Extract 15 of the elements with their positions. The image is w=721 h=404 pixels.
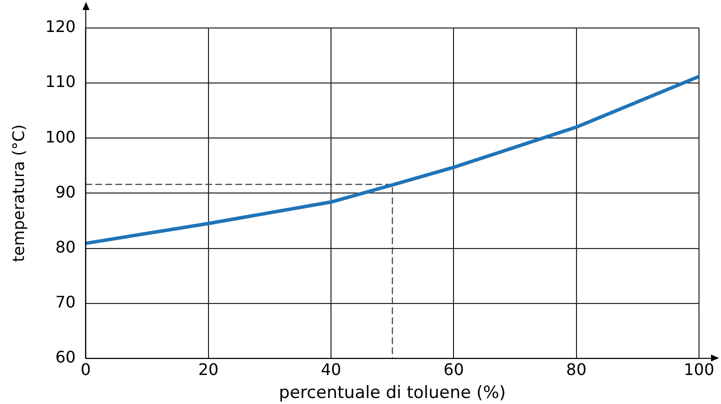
x-tick-label: 100 xyxy=(684,360,714,380)
y-tick-label: 80 xyxy=(55,237,76,256)
x-tick-label: 60 xyxy=(444,360,464,380)
y-axis-title: temperatura (°C) xyxy=(8,124,28,262)
x-axis-title: percentuale di toluene (%) xyxy=(278,383,506,404)
y-tick-label: 100 xyxy=(45,127,76,146)
y-tick-label: 120 xyxy=(45,17,76,36)
y-tick-label: 110 xyxy=(45,72,76,92)
x-tick-label: 40 xyxy=(320,360,342,380)
x-tick-label: 0 xyxy=(80,360,91,380)
y-tick-label: 70 xyxy=(55,292,76,312)
y-tick-label: 90 xyxy=(55,182,76,202)
x-tick-label: 20 xyxy=(198,360,219,380)
x-tick-label: 80 xyxy=(566,360,587,380)
y-tick-label: 60 xyxy=(55,348,76,367)
